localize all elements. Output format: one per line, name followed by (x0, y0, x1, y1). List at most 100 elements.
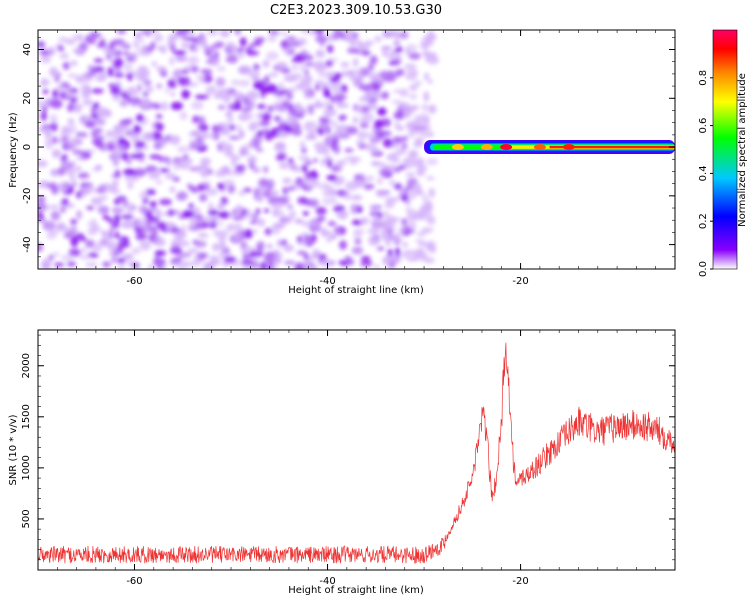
noise-blob (346, 126, 358, 135)
noise-blob (96, 42, 108, 49)
noise-blob (273, 248, 280, 259)
noise-blob (299, 63, 307, 73)
noise-blob (75, 132, 85, 137)
noise-blob (82, 99, 94, 106)
noise-blob (267, 36, 277, 42)
noise-blob (376, 132, 386, 140)
noise-blob (370, 72, 381, 79)
noise-blob (106, 241, 112, 249)
noise-blob (38, 128, 50, 133)
noise-blob (348, 75, 357, 81)
noise-blob (179, 111, 188, 121)
noise-blob (399, 88, 409, 97)
noise-blob (110, 85, 121, 96)
noise-blob (169, 228, 182, 233)
noise-blob (419, 43, 430, 48)
noise-blob (428, 104, 437, 114)
noise-blob (213, 50, 220, 60)
noise-blob (211, 43, 222, 49)
noise-blob (353, 228, 365, 234)
noise-blob (155, 209, 162, 219)
signal-hotspot (533, 144, 546, 151)
noise-blob (102, 215, 110, 220)
noise-blob (211, 243, 220, 252)
noise-blob (182, 210, 195, 219)
noise-blob (391, 99, 403, 105)
noise-blob (362, 183, 375, 190)
noise-blob (368, 235, 380, 246)
noise-blob (287, 106, 294, 117)
noise-blob (338, 114, 345, 122)
noise-blob (343, 32, 354, 40)
noise-blob (40, 111, 48, 122)
noise-blob (317, 127, 325, 136)
noise-blob (258, 121, 271, 126)
noise-blob (406, 222, 417, 230)
noise-blob (421, 103, 428, 112)
noise-blob (169, 186, 176, 193)
noise-blob (365, 83, 374, 91)
noise-blob (266, 244, 273, 249)
noise-blob (85, 239, 95, 248)
noise-blob (201, 222, 211, 228)
noise-blob (240, 259, 254, 266)
noise-blob (92, 102, 100, 110)
noise-blob (350, 194, 363, 201)
noise-blob (200, 68, 213, 75)
noise-blob (194, 240, 207, 248)
noise-blob (327, 188, 338, 197)
noise-blob (402, 135, 408, 142)
x-tick-label: -20 (512, 276, 528, 287)
noise-blob (316, 30, 324, 37)
noise-blob (390, 217, 402, 222)
noise-blob (259, 89, 267, 99)
noise-blob (297, 196, 308, 205)
chart-title: C2E3.2023.309.10.53.G30 (270, 3, 442, 18)
noise-blob (315, 206, 327, 215)
noise-blob (116, 30, 127, 35)
noise-blob (191, 101, 204, 110)
noise-blob (60, 254, 74, 262)
noise-blob (128, 96, 141, 106)
noise-blob (386, 51, 396, 60)
noise-blob (49, 114, 58, 124)
noise-blob (277, 106, 287, 113)
noise-blob (316, 143, 326, 153)
noise-blob (41, 105, 48, 112)
noise-blob (215, 77, 226, 87)
noise-blob (410, 183, 422, 192)
noise-blob (380, 169, 391, 177)
noise-blob (388, 179, 396, 186)
noise-blob (230, 79, 241, 86)
noise-blob (200, 157, 211, 166)
noise-blob (132, 91, 140, 96)
noise-blob (120, 214, 134, 220)
noise-blob (112, 158, 120, 167)
signal-hotspot (480, 144, 493, 151)
noise-blob (324, 135, 334, 146)
noise-blob (92, 66, 105, 73)
noise-blob (373, 162, 386, 167)
spectrogram-marks (38, 30, 675, 269)
noise-blob (48, 46, 56, 56)
noise-blob (228, 211, 236, 219)
noise-blob (187, 248, 199, 254)
colorbar: 0.0 0.2 0.4 0.6 0.8 Normalized spectral ampl… (698, 29, 748, 277)
noise-blob (117, 242, 124, 252)
noise-blob (300, 30, 310, 34)
noise-blob (279, 211, 285, 216)
noise-blob (188, 203, 194, 209)
noise-blob (274, 144, 286, 153)
noise-blob (301, 84, 313, 92)
noise-blob (225, 55, 239, 64)
noise-blob (279, 31, 289, 36)
noise-blob (217, 220, 224, 226)
noise-blob (139, 69, 148, 80)
noise-blob (198, 164, 209, 169)
noise-blob (331, 124, 344, 129)
noise-blob (393, 184, 402, 189)
noise-blob (301, 164, 308, 173)
noise-blob (39, 48, 47, 57)
noise-blob (407, 256, 416, 262)
noise-blob (170, 92, 176, 97)
